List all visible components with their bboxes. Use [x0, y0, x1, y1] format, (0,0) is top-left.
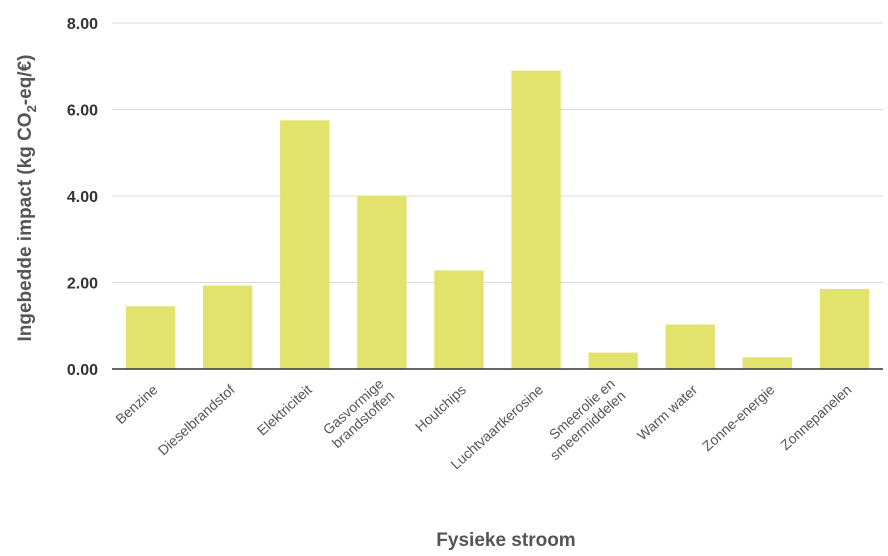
x-tick-label-line: Warm water	[634, 381, 701, 443]
y-tick-label: 2.00	[67, 276, 98, 293]
x-tick-label-line: Zonne-energie	[699, 381, 778, 454]
x-tick-label: Warm water	[634, 381, 701, 443]
x-tick-label: Gasvormigebrandstoffen	[318, 375, 397, 451]
gridlines	[112, 22, 883, 283]
x-tick-label-line: Elektriciteit	[254, 381, 315, 438]
y-tick-label: 8.00	[67, 16, 98, 33]
x-tick-label-line: Zonnepanelen	[777, 381, 854, 453]
x-tick-label: Dieselbrandstof	[155, 381, 238, 458]
bar	[588, 352, 638, 369]
x-tick-label-line: Houtchips	[412, 381, 469, 435]
y-axis-title: Ingebedde impact (kg CO2-eq/€)	[15, 54, 39, 341]
bar	[819, 288, 870, 369]
bar	[742, 357, 793, 369]
bar	[280, 120, 330, 369]
y-axis-title-main: Ingebedde impact (kg CO	[15, 112, 36, 341]
y-tick-label: 4.00	[67, 189, 98, 206]
x-tick-label: Elektriciteit	[254, 381, 315, 438]
bar	[202, 285, 253, 369]
bar	[511, 70, 561, 369]
y-axis-title-subscript: 2	[24, 105, 39, 112]
y-axis-title-unit: -eq/€)	[15, 54, 36, 105]
x-tick-label: Benzine	[112, 381, 160, 427]
x-tick-label: Smeerolie ensmeermiddelen	[536, 375, 629, 463]
y-axis-ticks: 0.00 2.00 4.00 6.00 8.00	[67, 16, 98, 379]
x-axis-title: Fysieke stroom	[436, 530, 575, 551]
y-tick-label: 0.00	[67, 362, 98, 379]
bar	[665, 324, 715, 369]
bar	[357, 196, 407, 369]
x-tick-label: Zonnepanelen	[777, 381, 854, 453]
bar	[434, 270, 484, 369]
bar	[125, 306, 176, 369]
y-tick-label: 6.00	[67, 103, 98, 120]
x-tick-label: Zonne-energie	[699, 381, 778, 454]
x-tick-label: Houtchips	[412, 381, 469, 435]
x-tick-label-line: Dieselbrandstof	[155, 381, 238, 458]
bars	[125, 70, 870, 369]
x-tick-label-line: Benzine	[112, 381, 160, 427]
